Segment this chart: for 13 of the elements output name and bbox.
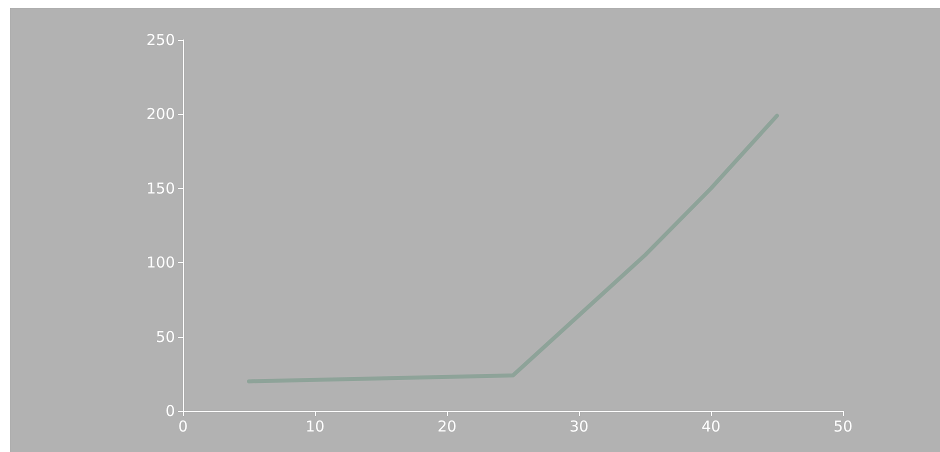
y-tick-label: 150 xyxy=(146,179,175,198)
y-tick-label: 100 xyxy=(146,254,175,272)
x-tick-label: 20 xyxy=(437,418,457,436)
y-tick-label: 250 xyxy=(146,31,175,49)
y-tick-label: 50 xyxy=(156,328,175,346)
x-tick-label: 10 xyxy=(305,418,325,436)
x-tick-label: 30 xyxy=(569,418,589,436)
x-tick-label: 40 xyxy=(701,418,721,436)
y-tick-label: 200 xyxy=(146,105,175,124)
x-tick-label: 0 xyxy=(178,418,188,436)
x-tick-label: 50 xyxy=(833,418,853,436)
line-series xyxy=(247,114,779,384)
y-tick-label: 0 xyxy=(165,402,175,420)
